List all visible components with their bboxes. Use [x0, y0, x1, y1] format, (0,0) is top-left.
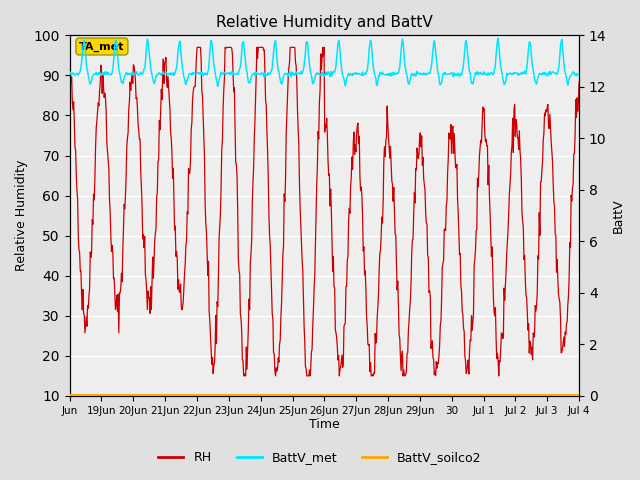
RH: [240, 373, 248, 379]
BattV_soilco2: [405, 392, 413, 397]
BattV_soilco2: [66, 392, 74, 397]
Title: Relative Humidity and BattV: Relative Humidity and BattV: [216, 15, 433, 30]
BattV_met: [378, 72, 385, 77]
BattV_met: [125, 72, 133, 77]
RH: [193, 45, 201, 50]
RH: [220, 87, 228, 93]
Y-axis label: Relative Humidity: Relative Humidity: [15, 160, 28, 271]
RH: [378, 214, 386, 220]
BattV_met: [575, 73, 583, 79]
Line: BattV_met: BattV_met: [70, 38, 579, 86]
RH: [66, 75, 74, 81]
BattV_met: [220, 70, 228, 75]
Y-axis label: BattV: BattV: [612, 198, 625, 233]
RH: [575, 79, 583, 85]
BattV_soilco2: [575, 392, 583, 397]
Line: RH: RH: [70, 48, 579, 376]
BattV_soilco2: [377, 392, 385, 397]
BattV_met: [264, 70, 272, 76]
BattV_soilco2: [244, 392, 252, 397]
BattV_soilco2: [220, 392, 227, 397]
RH: [406, 298, 414, 304]
RH: [125, 98, 133, 104]
BattV_soilco2: [264, 392, 271, 397]
BattV_met: [406, 79, 413, 84]
RH: [265, 212, 273, 217]
Text: TA_met: TA_met: [79, 41, 125, 52]
RH: [246, 307, 253, 312]
BattV_met: [494, 36, 502, 41]
BattV_met: [214, 84, 221, 89]
BattV_met: [245, 80, 253, 86]
Legend: RH, BattV_met, BattV_soilco2: RH, BattV_met, BattV_soilco2: [154, 446, 486, 469]
BattV_soilco2: [125, 392, 133, 397]
BattV_met: [66, 72, 74, 77]
X-axis label: Time: Time: [309, 419, 340, 432]
